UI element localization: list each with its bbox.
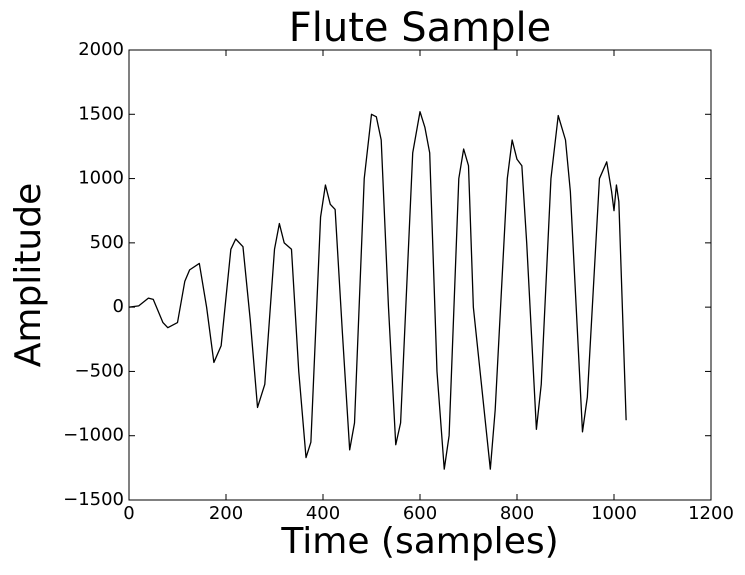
x-tick-label: 1000 — [591, 503, 637, 524]
x-tick-label: 200 — [209, 503, 243, 524]
y-tick-label: 1500 — [78, 103, 124, 124]
data-line — [128, 111, 627, 470]
y-tick-label: 2000 — [78, 39, 124, 60]
y-axis-label: Amplitude — [8, 183, 49, 367]
y-tick-label: −500 — [75, 360, 124, 381]
y-tick-label: −1500 — [63, 489, 124, 510]
y-tick-label: 1000 — [78, 168, 124, 189]
y-tick-label: 0 — [113, 296, 124, 317]
x-tick-label: 1200 — [688, 503, 734, 524]
chart-title: Flute Sample — [289, 5, 551, 51]
x-tick-label: 600 — [403, 503, 437, 524]
x-tick-label: 800 — [500, 503, 534, 524]
y-tick-label: −1000 — [63, 425, 124, 446]
plot-frame — [128, 49, 712, 501]
y-tick-label: 500 — [90, 232, 124, 253]
x-tick-label: 0 — [123, 503, 134, 524]
x-axis-label: Time (samples) — [280, 521, 558, 562]
x-tick-label: 400 — [306, 503, 340, 524]
